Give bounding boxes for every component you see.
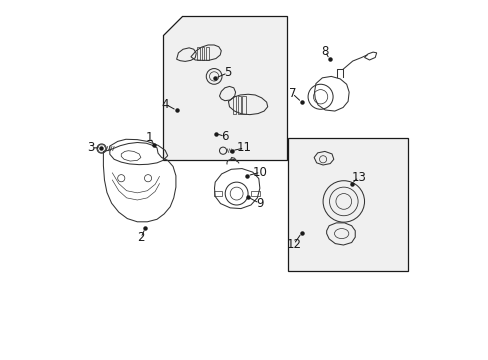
Bar	[205, 47, 208, 60]
Text: 4: 4	[162, 98, 169, 111]
Text: 1: 1	[146, 131, 153, 144]
Polygon shape	[163, 17, 286, 160]
Text: 12: 12	[285, 238, 301, 251]
Text: 9: 9	[255, 197, 263, 210]
Bar	[213, 191, 222, 197]
Bar	[250, 191, 259, 197]
Bar	[197, 47, 200, 60]
Text: 5: 5	[224, 66, 231, 79]
Text: 13: 13	[351, 171, 366, 184]
Text: 2: 2	[137, 231, 144, 244]
Bar	[233, 96, 236, 113]
Text: 11: 11	[237, 141, 251, 154]
Bar	[287, 138, 407, 271]
Text: 3: 3	[87, 141, 95, 154]
Text: 7: 7	[288, 87, 296, 100]
Text: 6: 6	[221, 130, 228, 143]
Bar	[201, 47, 204, 60]
Bar	[237, 96, 241, 113]
Bar	[242, 96, 245, 113]
Text: 8: 8	[321, 45, 328, 58]
Text: 10: 10	[253, 166, 267, 179]
